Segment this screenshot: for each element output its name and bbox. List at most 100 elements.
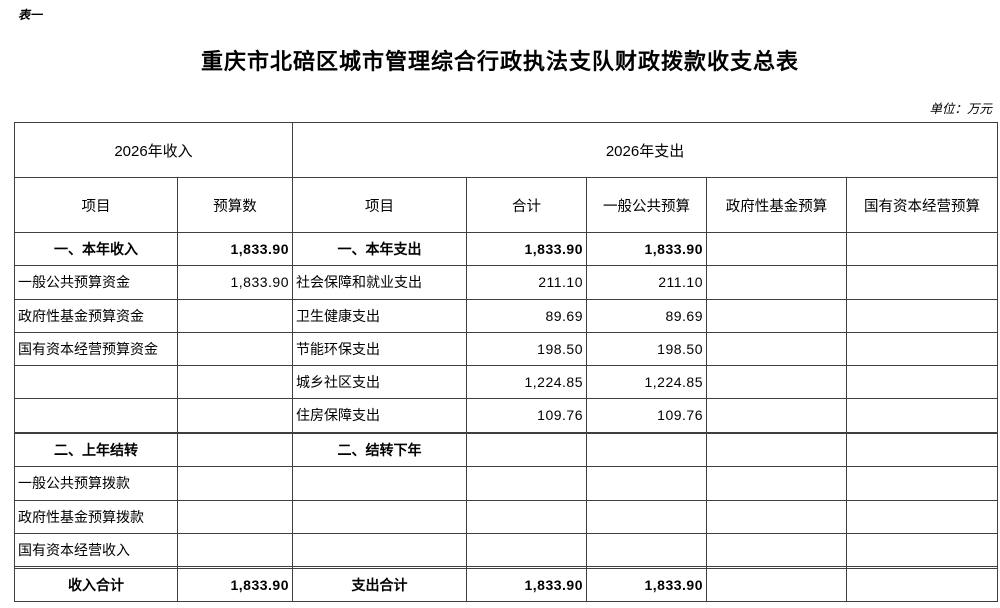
value-cell [845,298,999,333]
value-cell [466,499,587,534]
value-cell: 211.10 [586,265,707,300]
col-header-govt-fund-budget: 政府性基金预算 [706,177,847,233]
row-label-cell: 政府性基金预算资金 [14,298,178,333]
value-cell [177,298,293,333]
col-header-income-item: 项目 [14,177,178,233]
value-cell [706,331,847,367]
total-value-cell [706,567,847,603]
header-income-group: 2026年收入 [14,122,293,178]
value-cell [706,265,847,300]
value-cell: 109.76 [586,398,707,433]
value-cell [845,398,999,433]
row-label-cell [292,466,467,501]
value-cell [586,532,707,568]
value-cell [586,466,707,501]
row-label-cell: 国有资本经营预算资金 [14,331,178,367]
value-cell [466,532,587,568]
table-row: 一、本年收入 1,833.90 一、本年支出 1,833.90 1,833.90 [14,231,999,267]
group-header-row: 2026年收入 2026年支出 [14,122,999,178]
row-label-cell: 政府性基金预算拨款 [14,499,178,534]
col-header-general-public-budget: 一般公共预算 [586,177,707,233]
value-cell: 1,833.90 [177,265,293,300]
value-cell [706,231,847,267]
value-cell [845,331,999,367]
value-cell [706,499,847,534]
value-cell [177,532,293,568]
section-label-cell: 一、本年支出 [292,231,467,267]
value-cell [586,433,707,468]
total-value-cell: 1,833.90 [466,567,587,603]
table-row: 一般公共预算资金 1,833.90 社会保障和就业支出 211.10 211.1… [14,265,999,300]
budget-table: 2026年收入 2026年支出 项目 预算数 项目 合计 一般公共预算 政府性基… [14,122,999,603]
value-cell: 89.69 [586,298,707,333]
row-label-cell: 住房保障支出 [292,398,467,433]
value-cell [845,433,999,468]
row-label-cell: 一般公共预算资金 [14,265,178,300]
value-cell [845,364,999,400]
col-header-state-capital-budget: 国有资本经营预算 [845,177,999,233]
value-cell: 198.50 [466,331,587,367]
table-row: 二、上年结转 二、结转下年 [14,433,999,468]
row-label-cell: 节能环保支出 [292,331,467,367]
section-label-cell: 一、本年收入 [14,231,178,267]
value-cell: 89.69 [466,298,587,333]
row-label-cell [14,364,178,400]
value-cell [177,433,293,468]
row-label-cell [14,398,178,433]
table-row: 政府性基金预算拨款 [14,499,999,534]
value-cell [466,466,587,501]
value-cell: 1,224.85 [466,364,587,400]
value-cell [177,331,293,367]
value-cell [586,499,707,534]
value-cell: 198.50 [586,331,707,367]
value-cell [706,298,847,333]
table-row: 一般公共预算拨款 [14,466,999,501]
page-title: 重庆市北碚区城市管理综合行政执法支队财政拨款收支总表 [200,49,799,74]
row-label-cell: 一般公共预算拨款 [14,466,178,501]
value-cell [845,265,999,300]
value-cell [845,231,999,267]
value-cell [706,398,847,433]
header-expense-group: 2026年支出 [291,122,999,178]
total-value-cell: 1,833.90 [586,567,707,603]
row-label-cell [292,532,467,568]
col-header-total: 合计 [466,177,587,233]
row-label-cell [292,499,467,534]
row-label-cell: 城乡社区支出 [292,364,467,400]
col-header-budget-amount: 预算数 [177,177,293,233]
table-row: 住房保障支出 109.76 109.76 [14,398,999,433]
value-cell [177,466,293,501]
value-cell [706,466,847,501]
value-cell [177,364,293,400]
value-cell: 1,224.85 [586,364,707,400]
value-cell [845,532,999,568]
total-label-cell: 收入合计 [14,567,178,603]
table-row: 收入合计 1,833.90 支出合计 1,833.90 1,833.90 [14,567,999,603]
row-label-cell: 卫生健康支出 [292,298,467,333]
col-header-expense-item: 项目 [292,177,467,233]
value-cell [706,364,847,400]
table-row: 国有资本经营收入 [14,532,999,568]
table-row: 政府性基金预算资金 卫生健康支出 89.69 89.69 [14,298,999,333]
table-row: 国有资本经营预算资金 节能环保支出 198.50 198.50 [14,331,999,367]
value-cell: 109.76 [466,398,587,433]
total-value-cell [845,567,999,603]
section-label-cell: 二、结转下年 [292,433,467,468]
value-cell [706,532,847,568]
value-cell [706,433,847,468]
row-label-cell: 国有资本经营收入 [14,532,178,568]
value-cell [177,499,293,534]
table-row: 城乡社区支出 1,224.85 1,224.85 [14,364,999,400]
value-cell [177,398,293,433]
unit-label: 单位：万元 [929,102,992,116]
value-cell [466,433,587,468]
section-label-cell: 二、上年结转 [14,433,178,468]
column-header-row: 项目 预算数 项目 合计 一般公共预算 政府性基金预算 国有资本经营预算 [14,177,999,233]
value-cell: 1,833.90 [177,231,293,267]
row-label-cell: 社会保障和就业支出 [292,265,467,300]
value-cell [845,466,999,501]
value-cell: 211.10 [466,265,587,300]
total-label-cell: 支出合计 [292,567,467,603]
value-cell: 1,833.90 [466,231,587,267]
value-cell [845,499,999,534]
